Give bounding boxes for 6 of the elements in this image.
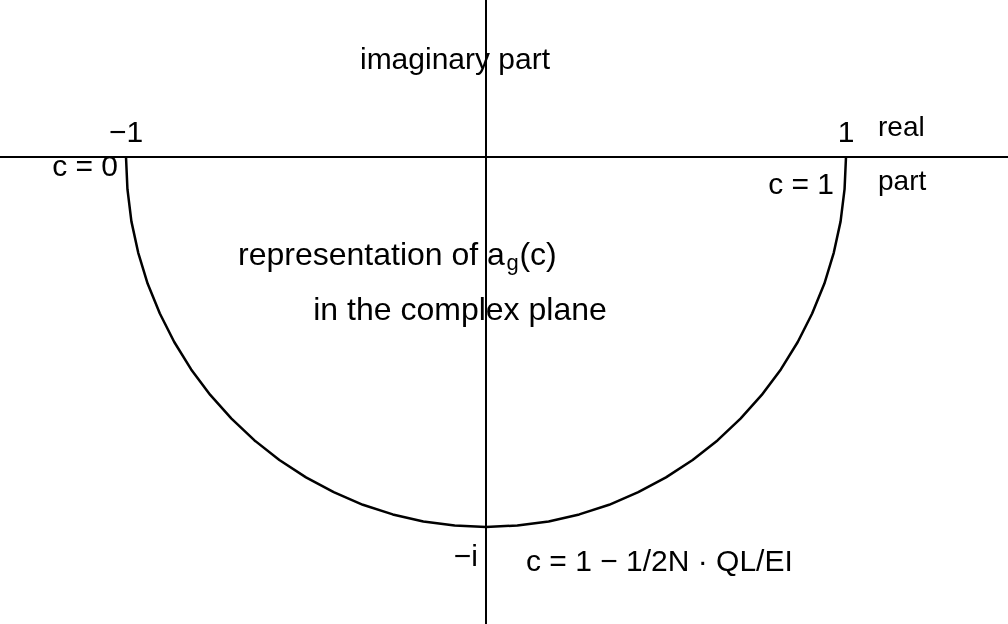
annotation: c = 1 xyxy=(768,167,834,200)
x-tick-label: 1 xyxy=(837,115,855,148)
annotation: −i xyxy=(453,539,478,572)
annotation: c = 1 − 1/2N · QL/EI xyxy=(526,544,793,577)
x-tick-label: −1 xyxy=(108,115,144,148)
x-axis-title: real part xyxy=(878,111,927,196)
